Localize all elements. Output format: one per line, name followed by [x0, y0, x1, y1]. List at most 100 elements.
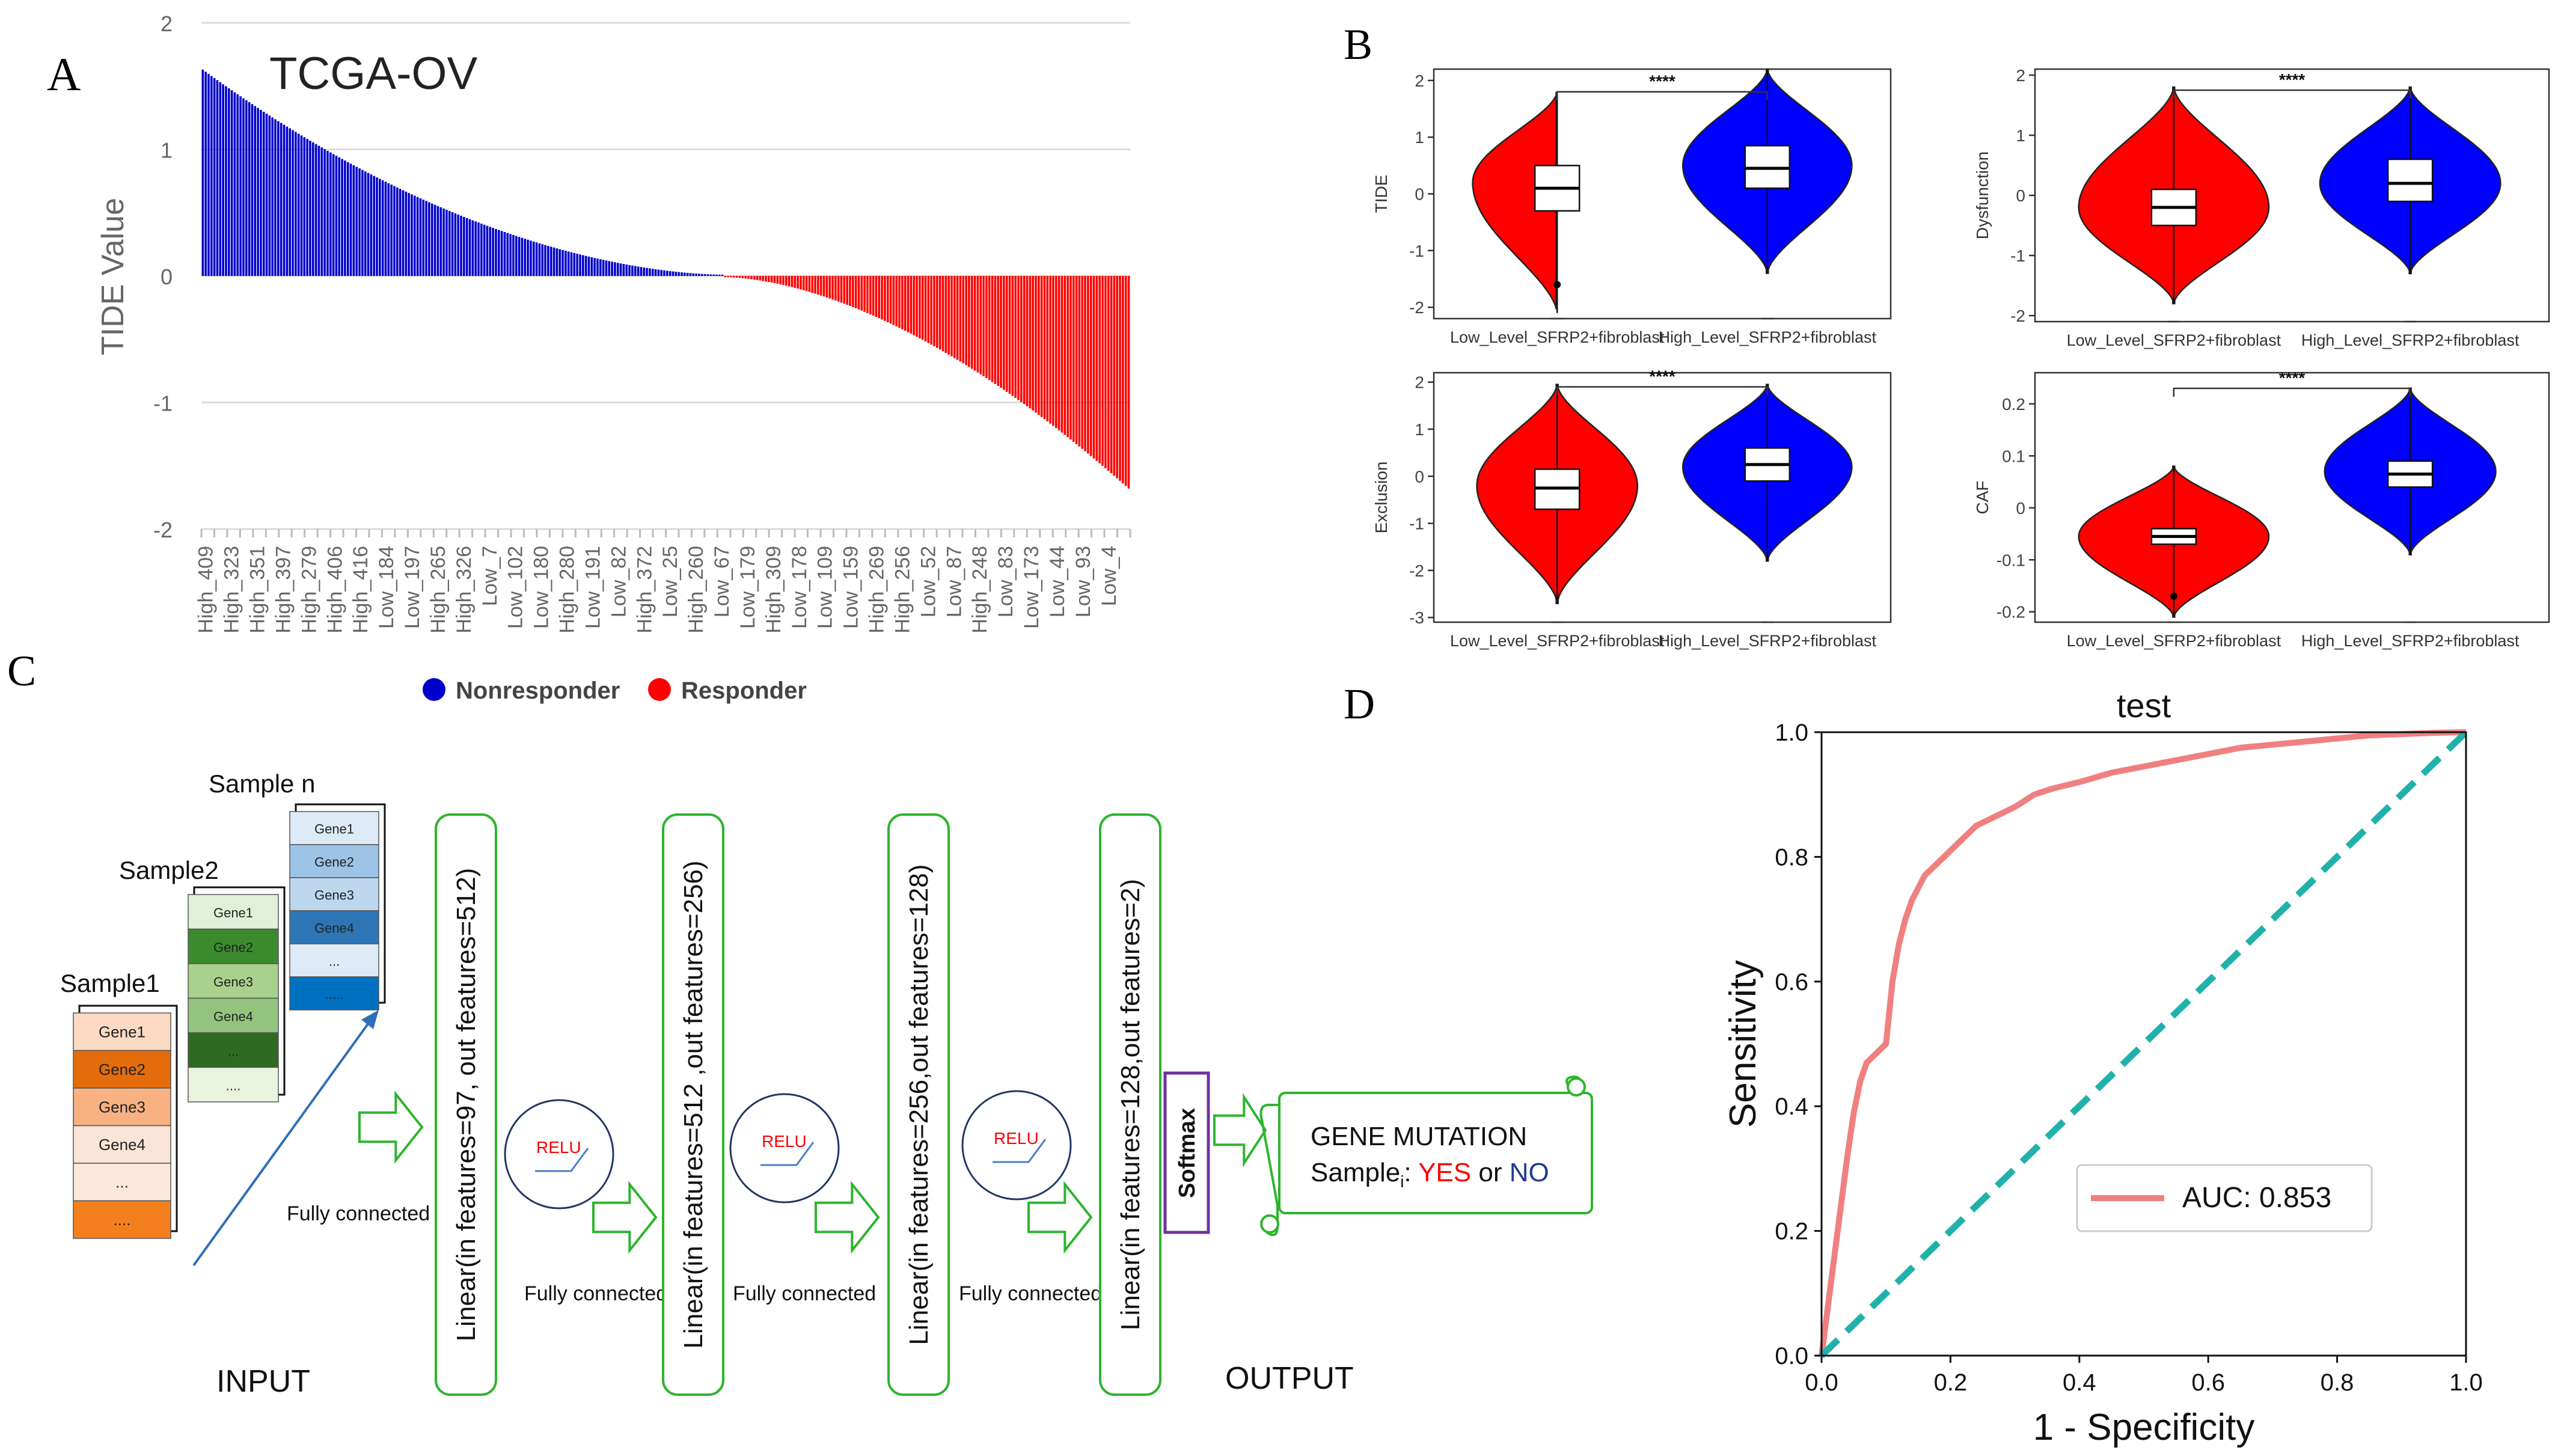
- bar: [738, 276, 741, 278]
- bar: [518, 237, 521, 276]
- neural-network-diagram: Sample1Gene1Gene2Gene3Gene4.......Sample…: [60, 769, 1593, 1399]
- bar: [448, 210, 451, 276]
- x-tick-label: Low_180: [530, 546, 553, 629]
- bar: [587, 256, 590, 276]
- bar: [649, 268, 651, 276]
- bar: [207, 73, 210, 276]
- bar: [436, 206, 439, 276]
- gene-cell: [188, 997, 279, 1033]
- outlier-point: [1553, 281, 1561, 289]
- bar: [616, 263, 619, 276]
- scroll-knob: [1567, 1077, 1586, 1097]
- bar: [750, 276, 753, 280]
- x-tick-label: High_Level_SFRP2+fibroblast: [1659, 632, 1877, 650]
- relu-circle: [961, 1090, 1072, 1201]
- output-title: GENE MUTATION: [1311, 1122, 1527, 1151]
- bar: [788, 276, 791, 287]
- layer-label: Linear(in features=256,out features=128): [904, 864, 934, 1345]
- relu-node: RELU: [729, 1093, 840, 1204]
- x-tick-label: High_309: [762, 546, 785, 634]
- bar: [800, 276, 802, 290]
- bar: [947, 276, 950, 355]
- y-axis-label: Sensitivity: [1722, 960, 1764, 1128]
- y-tick-label: 0.8: [1775, 844, 1808, 870]
- bar: [602, 260, 605, 276]
- x-tick-label: High_279: [298, 546, 320, 634]
- bar: [802, 276, 805, 290]
- x-tick-label: High_Level_SFRP2+fibroblast: [2301, 331, 2520, 349]
- bar: [1092, 276, 1095, 459]
- gene-label: Gene1: [213, 905, 253, 920]
- gene-cell: [73, 1050, 171, 1089]
- relu-circle: [504, 1099, 614, 1210]
- violin-plot-tide: 2 1 0 -1 -2 TIDE Low_Level_SFRP2+fibroblastHig…: [1372, 68, 1892, 346]
- bar: [822, 276, 825, 297]
- bar: [1008, 276, 1011, 394]
- bar: [222, 84, 224, 276]
- bar: [919, 276, 921, 338]
- bar: [608, 261, 611, 276]
- bar: [257, 108, 259, 277]
- bar: [549, 246, 552, 276]
- y-tick-label: 2: [1415, 72, 1424, 90]
- gene-label: Gene4: [314, 921, 354, 936]
- x-tick-label: Low_87: [943, 546, 965, 617]
- bar: [593, 258, 596, 276]
- bar: [611, 262, 613, 276]
- bar: [637, 266, 640, 276]
- bar: [219, 82, 222, 277]
- gene-cell: [188, 963, 279, 999]
- significance-label: ****: [1649, 367, 1675, 385]
- linear-layer-box: Linear(in features=128,out features=2): [1099, 813, 1161, 1396]
- x-tick-label: High_326: [453, 546, 476, 634]
- bar: [320, 147, 323, 276]
- bar: [669, 271, 672, 276]
- y-tick-label: 0.6: [1775, 969, 1808, 996]
- gene-label: Gene1: [99, 1023, 145, 1041]
- bar: [530, 240, 532, 276]
- bar: [930, 276, 932, 345]
- violin-plots: 210-1-2TIDELow_Level_SFRP2+fibroblastHig…: [1372, 66, 2550, 650]
- bar: [201, 69, 204, 276]
- output-label: OUTPUT: [1225, 1361, 1354, 1396]
- panel-label-b: B: [1344, 20, 1372, 69]
- bar: [843, 276, 846, 304]
- bar: [970, 276, 973, 369]
- softmax-label: Softmax: [1175, 1108, 1200, 1198]
- bar: [495, 228, 497, 276]
- block-arrow: [592, 1181, 658, 1254]
- gene-label: ...: [228, 1044, 239, 1059]
- bar: [451, 212, 454, 276]
- bar: [747, 276, 750, 279]
- y-axis-label: CAF: [1973, 481, 1992, 515]
- y-tick-label: 0: [1415, 185, 1424, 204]
- bar: [1089, 276, 1092, 456]
- bar: [651, 269, 654, 276]
- y-tick-label: 2: [1415, 373, 1424, 392]
- plot-frame: [1820, 731, 2467, 1357]
- x-tick-label: Low_82: [607, 546, 630, 617]
- bar: [968, 276, 970, 367]
- sample-title: Sample n: [209, 769, 315, 798]
- layer-frame: [1099, 813, 1161, 1396]
- bar: [706, 274, 709, 276]
- gene-label: ...: [115, 1173, 129, 1191]
- bar: [1035, 276, 1037, 413]
- bar: [230, 90, 233, 276]
- gene-label: Gene2: [213, 940, 253, 955]
- bar: [735, 276, 738, 278]
- bar: [558, 249, 561, 276]
- relu-node: RELU: [961, 1090, 1072, 1201]
- violin-low: [1472, 91, 1557, 310]
- y-tick-label: -1: [153, 391, 173, 416]
- bar: [675, 272, 678, 276]
- y-axis-label: TIDE: [1372, 175, 1391, 213]
- bar: [634, 266, 637, 276]
- significance-bracket: [2173, 387, 2411, 397]
- bar: [411, 194, 413, 276]
- bar: [643, 267, 646, 276]
- y-tick-label: -1: [1409, 515, 1424, 533]
- y-axis-label: Exclusion: [1372, 462, 1391, 534]
- x-tick-label: Low_109: [814, 546, 837, 629]
- x-tick-label: Low_184: [375, 546, 398, 629]
